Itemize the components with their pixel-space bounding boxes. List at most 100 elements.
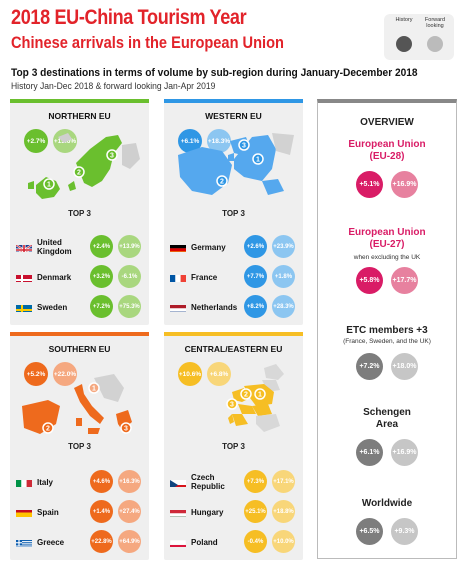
top3-label: TOP 3	[68, 209, 91, 218]
history-badge: +8.2%	[244, 295, 267, 318]
region-history-badge: +5.2%	[24, 362, 48, 386]
overview-panel: OVERVIEW European Union (EU-28) +5.1% +1…	[317, 99, 457, 559]
legend-history-label: History	[395, 17, 413, 23]
region-title: NORTHERN EU	[48, 111, 111, 121]
group-name: Worldwide	[361, 498, 413, 509]
svg-text:1: 1	[92, 386, 96, 393]
forward-badge: +64.9%	[118, 530, 141, 553]
forward-badge: +17.1%	[272, 470, 295, 493]
region-forward-badge: +22.0%	[53, 362, 77, 386]
list-item: Italy +4.6% +16.3%	[16, 470, 144, 494]
country-name: Denmark	[37, 272, 72, 282]
list-item: Netherlands +8.2% +28.3%	[170, 295, 298, 319]
list-item: Czech Republic +7.3% +17.1%	[170, 470, 298, 494]
netherlands-flag-icon	[170, 302, 186, 312]
list-item: Denmark +3.2% -6.1%	[16, 265, 144, 289]
page-subtitle: Chinese arrivals in the European Union	[11, 33, 284, 52]
panel-southern-eu: SOUTHERN EU +5.2% +22.0% 1 2 3 TOP 3 Ita…	[10, 332, 149, 560]
section-heading: Top 3 destinations in terms of volume by…	[11, 67, 418, 79]
forward-badge: +1.8%	[272, 265, 295, 288]
forward-badge: +23.9%	[272, 235, 295, 258]
overview-title: OVERVIEW	[360, 117, 414, 128]
panel-northern-eu: NORTHERN EU +2.7% +15.6% 1 2 3 TOP 3 Uni…	[10, 99, 149, 325]
svg-text:2: 2	[244, 392, 248, 399]
panel-accent-bar	[164, 99, 303, 103]
czech-flag-icon	[170, 477, 186, 487]
map-northern-eu: 1 2 3	[28, 133, 140, 199]
uk-flag-icon	[16, 242, 32, 252]
forward-badge: +13.9%	[118, 235, 141, 258]
list-item: France +7.7% +1.8%	[170, 265, 298, 289]
history-badge: +7.2%	[356, 353, 383, 380]
country-name: Italy	[37, 477, 54, 487]
forward-badge: +9.3%	[391, 518, 418, 545]
forward-badge: +18.0%	[391, 353, 418, 380]
map-central-eastern-eu: 1 2 3	[226, 364, 284, 432]
history-badge: +6.1%	[356, 439, 383, 466]
panel-accent-bar	[164, 332, 303, 336]
map-southern-eu: 1 2 3	[22, 374, 132, 434]
spain-flag-icon	[16, 507, 32, 517]
group-note: (France, Sweden, and the UK)	[343, 338, 431, 345]
svg-text:1: 1	[258, 392, 262, 399]
top3-label: TOP 3	[68, 442, 91, 451]
panel-western-eu: WESTERN EU +6.1% +18.3% 1 2 3 TOP 3 Germ…	[164, 99, 303, 325]
hungary-flag-icon	[170, 507, 186, 517]
svg-text:3: 3	[110, 153, 114, 160]
forward-badge: +27.4%	[118, 500, 141, 523]
map-western-eu: 1 2 3	[178, 133, 294, 195]
forward-badge: +28.3%	[272, 295, 295, 318]
germany-flag-icon	[170, 242, 186, 252]
history-badge: +5.8%	[356, 267, 383, 294]
list-item: Poland -0.4% +10.0%	[170, 530, 298, 554]
country-name: Spain	[37, 507, 59, 517]
history-badge: +5.1%	[356, 171, 383, 198]
legend: History Forward looking	[384, 14, 454, 60]
overview-worldwide: Worldwide +6.5% +9.3%	[318, 498, 456, 546]
region-title: SOUTHERN EU	[48, 344, 111, 354]
history-badge: +2.6%	[244, 235, 267, 258]
list-item: Greece +22.8% +64.9%	[16, 530, 144, 554]
country-name: Netherlands	[191, 302, 238, 312]
history-badge: +7.7%	[244, 265, 267, 288]
region-title: CENTRAL/EASTERN EU	[184, 344, 283, 354]
overview-eu27: European Union (EU-27) when excluding th…	[318, 227, 456, 295]
svg-text:2: 2	[46, 426, 50, 433]
overview-schengen: Schengen Area +6.1% +16.9%	[318, 407, 456, 467]
region-title: WESTERN EU	[205, 111, 262, 121]
svg-text:3: 3	[124, 426, 128, 433]
svg-text:3: 3	[230, 402, 234, 409]
forward-badge: +16.3%	[118, 470, 141, 493]
denmark-flag-icon	[16, 272, 32, 282]
legend-history-dot	[396, 36, 412, 52]
forward-badge: -6.1%	[118, 265, 141, 288]
svg-text:2: 2	[220, 179, 224, 186]
list-item: Hungary +25.1% +18.8%	[170, 500, 298, 524]
country-name: Sweden	[37, 302, 68, 312]
history-badge: +7.2%	[90, 295, 113, 318]
region-forward-badge: +6.8%	[207, 362, 231, 386]
history-badge: +6.5%	[356, 518, 383, 545]
history-badge: +1.4%	[90, 500, 113, 523]
svg-text:2: 2	[77, 170, 81, 177]
group-note: when excluding the UK	[353, 254, 421, 261]
group-name: Schengen Area	[363, 407, 411, 430]
svg-text:1: 1	[256, 157, 260, 164]
svg-text:1: 1	[47, 182, 51, 189]
top3-label: TOP 3	[222, 442, 245, 451]
panel-accent-bar	[10, 99, 149, 103]
group-name: ETC members +3	[346, 325, 428, 336]
forward-badge: +16.9%	[391, 439, 418, 466]
greece-flag-icon	[16, 537, 32, 547]
forward-badge: +18.8%	[272, 500, 295, 523]
history-badge: +25.1%	[244, 500, 267, 523]
italy-flag-icon	[16, 477, 32, 487]
country-name: Czech Republic	[191, 473, 225, 491]
history-badge: +7.3%	[244, 470, 267, 493]
sweden-flag-icon	[16, 302, 32, 312]
list-item: United Kingdom +2.4% +13.9%	[16, 235, 144, 259]
history-badge: -0.4%	[244, 530, 267, 553]
group-name: European Union (EU-28)	[348, 139, 426, 162]
country-name: France	[191, 272, 218, 282]
forward-badge: +17.7%	[391, 267, 418, 294]
